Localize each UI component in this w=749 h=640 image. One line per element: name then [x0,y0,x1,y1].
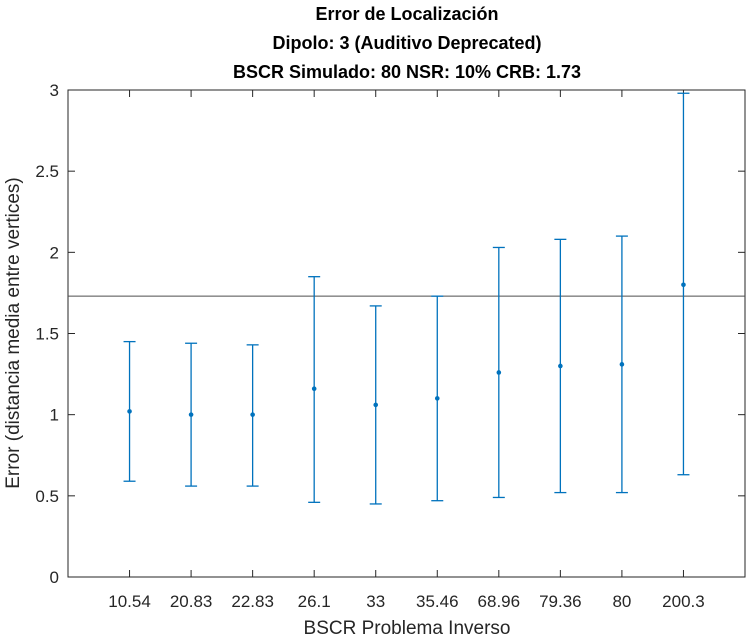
data-point [558,363,563,369]
y-tick-label: 0.5 [35,487,59,506]
data-point [188,412,194,417]
x-tick-label: 200.3 [662,592,705,611]
y-tick-label: 1.5 [35,325,59,344]
x-tick-label: 20.83 [170,592,213,611]
x-tick-label: 80 [612,592,631,611]
data-point [127,409,132,414]
x-axis-label: BSCR Problema Inverso [304,618,511,639]
data-point [619,362,625,367]
data-point [311,386,317,391]
data-point [250,412,255,417]
axes-box [67,89,746,578]
y-tick-label: 2.5 [35,162,59,181]
chart-title-line-1: Error de Localización [315,4,498,24]
x-tick-label: 68.96 [478,592,521,611]
x-tick-label: 26.1 [298,592,331,611]
x-tick-label: 33 [366,592,385,611]
data-point [681,282,686,288]
chart-title: Error de Localización Dipolo: 3 (Auditiv… [233,4,581,82]
chart-title-line-2: Dipolo: 3 (Auditivo Deprecated) [272,33,541,53]
data-point [434,396,440,401]
data-point [496,370,502,375]
y-tick-label: 0 [50,568,59,587]
x-tick-label: 79.36 [539,592,582,611]
x-tick-label: 35.46 [416,592,459,611]
y-tick-label: 1 [50,406,59,425]
chart-title-line-3: BSCR Simulado: 80 NSR: 10% CRB: 1.73 [233,62,581,82]
y-tick-label: 3 [50,81,59,100]
y-tick-label: 2 [50,243,59,262]
data-point [373,402,379,408]
x-tick-label: 10.54 [108,592,151,611]
y-axis-label: Error (distancia media entre vertices) [3,177,24,489]
plot-area: 0 0.5 1 1.5 2 2.5 3 10.54 20.83 22.83 26.1 33 35.46 6… [35,81,746,611]
x-tick-label: 22.83 [231,592,274,611]
